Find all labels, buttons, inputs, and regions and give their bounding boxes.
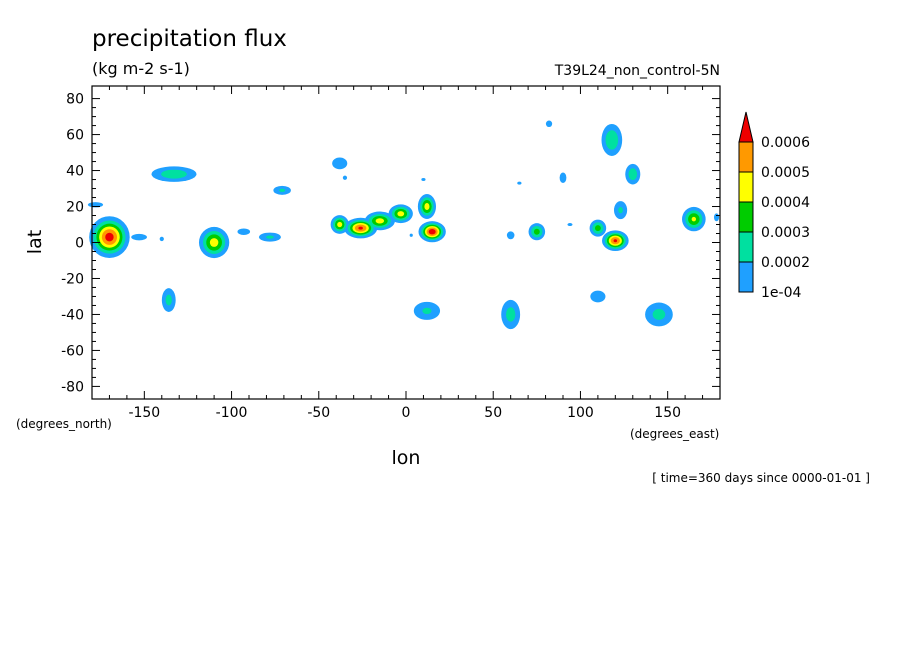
contour-cell-32-level-0 — [517, 181, 522, 185]
contour-cell-0-level-5 — [105, 232, 114, 242]
precipitation-field — [87, 120, 720, 330]
contour-cell-21-level-2 — [594, 225, 601, 232]
colorbar-label: 0.0005 — [761, 165, 810, 181]
contour-cell-2-level-0 — [131, 233, 147, 241]
x-tick-label: -100 — [216, 405, 248, 421]
contour-cell-31-level-0 — [342, 175, 348, 180]
colorbar-swatch-0 — [738, 261, 754, 293]
y-tick-label: -60 — [61, 343, 84, 359]
contour-cell-16-level-1 — [165, 294, 172, 306]
contour-cell-9-level-0 — [332, 157, 348, 170]
contour-cell-23-level-1 — [605, 130, 619, 150]
contour-cell-29-level-0 — [559, 172, 567, 183]
x-tick-label: -50 — [307, 405, 330, 421]
contour-cell-27-level-1 — [652, 309, 666, 320]
y-tick-label: 60 — [66, 128, 84, 144]
contour-cell-30-level-0 — [421, 178, 426, 182]
contour-cell-17-level-1 — [422, 307, 432, 314]
colorbar-label: 0.0006 — [761, 135, 810, 151]
y-tick-label: -40 — [61, 307, 84, 323]
contour-cell-6-level-0 — [237, 228, 251, 235]
contour-cell-15-level-5 — [428, 229, 436, 235]
contour-cell-13-level-3 — [397, 211, 405, 217]
colorbar-swatch-1 — [738, 231, 754, 263]
contour-cell-20-level-0 — [506, 231, 515, 240]
colorbar: 1e-04 0.0002 0.0003 0.0004 0.0005 0.0006 — [738, 111, 810, 301]
contour-cell-8-level-1 — [279, 188, 286, 192]
contour-cell-25-level-3 — [691, 216, 697, 222]
contour-cell-35-level-0 — [713, 213, 720, 222]
contour-cell-18-level-1 — [506, 307, 516, 322]
colorbar-swatch-2 — [738, 201, 754, 233]
colorbar-label: 0.0004 — [761, 195, 810, 211]
x-tick-label: 100 — [567, 405, 594, 421]
colorbar-swatch-4 — [738, 141, 754, 173]
contour-cell-33-level-0 — [567, 223, 573, 227]
colorbar-extend-arrow — [738, 111, 754, 143]
contour-cell-3-level-0 — [159, 236, 164, 242]
x-axis-label: lon — [392, 447, 421, 469]
chart-subtitle: (kg m-2 s-1) — [92, 59, 190, 78]
contour-cell-24-level-1 — [628, 168, 638, 181]
x-tick-label: -150 — [128, 405, 160, 421]
contour-cell-36-level-1 — [618, 206, 623, 214]
y-tick-label: -80 — [61, 379, 84, 395]
y-tick-label: -20 — [61, 271, 84, 287]
contour-cell-10-level-3 — [337, 221, 343, 228]
contour-cell-11-level-5 — [358, 226, 363, 230]
dataset-label: T39L24_non_control-5N — [554, 63, 720, 79]
x-tick-label: 50 — [484, 405, 502, 421]
y-axis-label: lat — [24, 230, 46, 254]
y-units-label: (degrees_north) — [16, 417, 112, 431]
contour-cell-14-level-3 — [424, 203, 430, 211]
y-tick-label: 40 — [66, 164, 84, 180]
contour-cell-4-level-1 — [161, 169, 187, 179]
colorbar-label: 0.0002 — [761, 255, 810, 271]
contour-cell-26-level-0 — [590, 290, 606, 303]
chart-title: precipitation flux — [92, 26, 287, 52]
x-tick-label: 150 — [654, 405, 681, 421]
colorbar-label: 1e-04 — [761, 285, 801, 301]
colorbar-label: 0.0003 — [761, 225, 810, 241]
contour-cell-19-level-2 — [533, 228, 540, 235]
time-label: [ time=360 days since 0000-01-01 ] — [652, 471, 870, 485]
contour-cell-34-level-0 — [409, 233, 413, 237]
contour-cell-7-level-1 — [266, 235, 274, 239]
x-tick-label: 0 — [402, 405, 411, 421]
colorbar-swatch-3 — [738, 171, 754, 203]
contour-cell-22-level-5 — [613, 239, 618, 243]
contour-cell-5-level-3 — [209, 238, 219, 247]
x-units-label: (degrees_east) — [630, 427, 719, 441]
y-tick-label: 20 — [66, 200, 84, 216]
y-tick-label: 80 — [66, 92, 84, 108]
y-tick-label: 0 — [75, 236, 84, 252]
contour-cell-28-level-0 — [545, 120, 553, 128]
axis-ticks: -150 -100 -50 0 50 100 150 -80 -60 -40 -20 0 20 40 60 8… — [61, 86, 721, 421]
contour-cell-12-level-3 — [375, 218, 385, 224]
